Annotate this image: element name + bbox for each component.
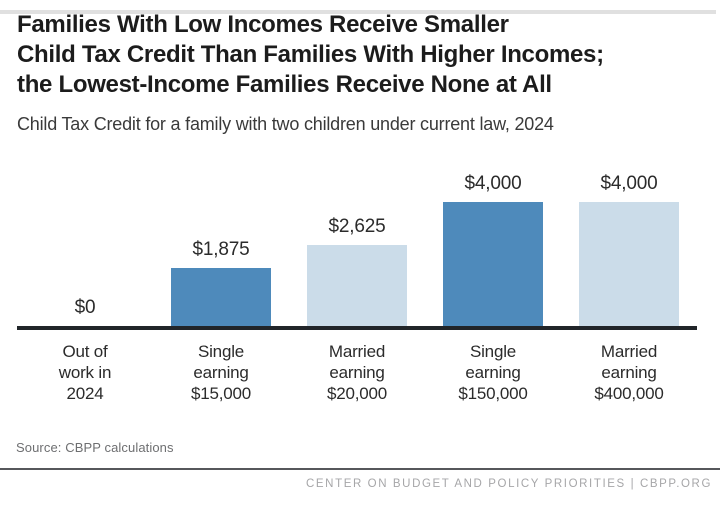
category-label: Single earning $150,000 <box>458 342 528 403</box>
x-axis-line <box>17 326 697 330</box>
bar-value-label: $0 <box>74 297 96 318</box>
category-label: Married earning $20,000 <box>326 342 388 403</box>
bar-column: $2,625 <box>289 147 425 326</box>
chart-headline-line-3: the Lowest-Income Families Receive None … <box>17 71 552 98</box>
category-label: Out of work in 2024 <box>58 342 112 403</box>
chart-headline-line-2: Child Tax Credit Than Families With High… <box>17 41 604 68</box>
bar <box>579 202 679 326</box>
footer-divider <box>0 468 720 470</box>
bar-value-label: $2,625 <box>328 216 386 237</box>
category-label: Married earning $400,000 <box>594 342 664 403</box>
bar-chart: $0 $1,875 $2,625 $4,000 $4,000 Out of work in… <box>17 147 697 404</box>
bar-plot-area: $0 $1,875 $2,625 $4,000 $4,000 <box>17 147 697 326</box>
bar <box>443 202 543 326</box>
chart-headline-line-1: Families With Low Incomes Receive Smalle… <box>17 11 509 38</box>
bar-value-label: $4,000 <box>464 173 522 194</box>
bar <box>171 268 271 326</box>
bar-column: $4,000 <box>561 147 697 326</box>
chart-headline: Families With Low Incomes Receive Smalle… <box>17 10 702 100</box>
bar-value-label: $1,875 <box>192 239 250 260</box>
x-axis-labels: Out of work in 2024 Single earning $15,000 Mar… <box>17 330 697 404</box>
bar-column: $4,000 <box>425 147 561 326</box>
bar-column: $1,875 <box>153 147 289 326</box>
footer-branding: CENTER ON BUDGET AND POLICY PRIORITIES |… <box>305 478 712 490</box>
category-label: Single earning $15,000 <box>190 342 252 403</box>
bar <box>307 245 407 326</box>
bar-value-label: $4,000 <box>600 173 658 194</box>
source-note: Source: CBPP calculations <box>16 440 174 455</box>
chart-subtitle: Child Tax Credit for a family with two c… <box>17 114 554 134</box>
top-border <box>0 10 716 14</box>
bar-column: $0 <box>17 147 153 326</box>
